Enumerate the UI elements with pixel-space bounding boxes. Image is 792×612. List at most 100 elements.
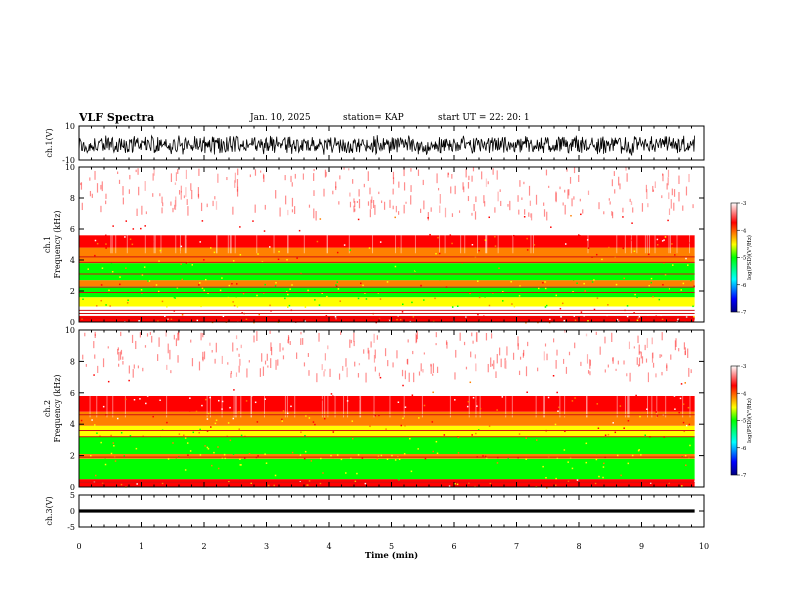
ch1-spectrogram-speckle: [519, 180, 521, 187]
ch1-spectrogram-colorbar-tick-label: -5: [741, 256, 747, 262]
ch1-spectrogram-speckle: [654, 181, 656, 189]
ch1-spectrogram-speckle: [105, 247, 107, 249]
ch1-spectrogram-speckle: [153, 284, 155, 286]
ch2-spectrogram-speckle: [303, 362, 306, 367]
ch1-spectrogram-speckle: [397, 247, 400, 249]
ch2-spectrogram-streak: [327, 331, 329, 418]
ch1-spectrogram-speckle: [260, 301, 262, 303]
ch2-spectrogram-speckle: [286, 412, 289, 415]
ch1-spectrogram-speckle: [406, 219, 409, 221]
ch1-spectrogram-speckle: [354, 208, 356, 212]
ch2-spectrogram-streak: [89, 331, 91, 418]
ch2-spectrogram-speckle: [398, 479, 400, 481]
ch1-spectrogram-speckle: [337, 288, 340, 290]
ch1-spectrogram-speckle: [544, 281, 546, 283]
ch2-spectrogram-speckle: [465, 366, 468, 370]
ch1-spectrogram-speckle: [392, 188, 394, 195]
ch1-spectrogram-speckle: [668, 192, 670, 200]
ch2-spectrogram-speckle: [94, 333, 96, 337]
ch2-spectrogram-speckle: [253, 335, 255, 343]
ch1-spectrogram-speckle: [623, 277, 625, 280]
ch1-spectrogram-speckle: [177, 168, 179, 174]
ch2-spectrogram-streak: [586, 331, 588, 418]
ch2-spectrogram-speckle: [463, 341, 466, 346]
ch2-spectrogram-speckle: [119, 439, 121, 441]
ch1-spectrogram-speckle: [564, 204, 566, 215]
ch2-spectrogram-speckle: [517, 457, 519, 459]
ch1-spectrogram-speckle: [444, 207, 447, 218]
ch1-spectrogram-speckle: [196, 319, 199, 322]
ch2-spectrogram-speckle: [351, 437, 354, 440]
ch2-spectrogram-speckle: [368, 350, 370, 360]
ch1-spectrogram-speckle: [152, 240, 154, 243]
ch2-spectrogram-speckle: [370, 419, 372, 422]
ch2-spectrogram-colorbar-tick-label: -7: [741, 473, 747, 479]
ch1-spectrogram-speckle: [196, 303, 199, 305]
ch1-spectrogram-speckle: [357, 297, 360, 300]
ch2-spectrogram-speckle: [312, 448, 314, 450]
ch2-spectrogram-streak: [389, 331, 391, 418]
ch2-spectrogram-speckle: [369, 425, 371, 428]
ch1-spectrogram-speckle: [434, 297, 436, 300]
ch1-spectrogram-speckle: [141, 205, 143, 215]
ch1-spectrogram-speckle: [269, 304, 271, 307]
ch2-spectrogram-speckle: [457, 436, 460, 439]
ch1-spectrogram-speckle: [180, 185, 182, 193]
ch2-spectrogram-speckle: [118, 363, 120, 367]
ch1-spectrogram-speckle: [609, 201, 611, 205]
ch2-spectrogram-speckle: [201, 404, 203, 407]
ch1-spectrogram-speckle: [451, 242, 453, 245]
ch1-spectrogram-speckle: [214, 271, 217, 273]
ch2-spectrogram-speckle: [417, 448, 419, 450]
ch2-spectrogram-speckle: [649, 482, 652, 484]
ch2-spectrogram-speckle: [379, 376, 382, 379]
ch2-spectrogram-streak: [586, 331, 588, 418]
ch1-spectrogram-speckle: [105, 234, 107, 237]
ch2-spectrogram-speckle: [264, 360, 267, 365]
ch1-spectrogram-speckle: [170, 201, 172, 206]
ch2-spectrogram-speckle: [623, 463, 625, 466]
ch1-spectrogram-speckle: [181, 278, 183, 281]
ch2-spectrogram-speckle: [307, 353, 309, 357]
ch1-spectrogram-ytick-label: 8: [70, 194, 75, 203]
ch2-spectrogram-speckle: [667, 407, 670, 410]
ch2-spectrogram-speckle: [476, 400, 478, 402]
ch1-spectrogram-speckle: [222, 315, 225, 317]
ch1-spectrogram-speckle: [272, 298, 275, 300]
ch1-spectrogram-speckle: [240, 219, 242, 221]
ch1-spectrogram-speckle: [181, 314, 184, 316]
ch1-spectrogram-speckle: [162, 307, 165, 310]
ch1-spectrogram-speckle: [349, 192, 351, 197]
ch1-spectrogram-speckle: [410, 168, 412, 172]
ch1-spectrogram-speckle: [125, 220, 128, 222]
ch2-spectrogram-speckle: [213, 451, 215, 454]
ch2-spectrogram-speckle: [96, 432, 98, 434]
ch1-spectrogram-speckle: [101, 267, 104, 269]
ch2-spectrogram-band: [79, 454, 695, 459]
ch1-spectrogram-speckle: [140, 301, 142, 304]
ch2-spectrogram-speckle: [626, 373, 628, 377]
ch1-spectrogram-speckle: [378, 191, 380, 195]
ch2-spectrogram-speckle: [120, 331, 122, 337]
ch2-spectrogram-speckle: [223, 431, 226, 433]
ch1-spectrogram-speckle: [207, 292, 209, 294]
ch1-spectrogram-speckle: [668, 208, 671, 215]
ch2-spectrogram-streak: [235, 331, 237, 418]
ch2-spectrogram-speckle: [116, 417, 119, 420]
ch2-spectrogram-speckle: [233, 389, 235, 391]
ch1-spectrogram-streak: [616, 168, 618, 254]
ch1-spectrogram-speckle: [638, 277, 640, 280]
ch2-spectrogram-speckle: [694, 480, 696, 483]
ch2-spectrogram-speckle: [638, 364, 640, 367]
ch1-spectrogram-speckle: [241, 312, 243, 314]
ch1-spectrogram-speckle: [609, 298, 612, 301]
ch2-spectrogram-speckle: [623, 427, 625, 429]
ch2-spectrogram-speckle: [501, 396, 504, 398]
ch2-spectrogram-speckle: [396, 350, 398, 359]
ch1-spectrogram-speckle: [237, 168, 239, 176]
ch1-spectrogram-speckle: [200, 305, 202, 308]
ch2-spectrogram-speckle: [586, 354, 589, 364]
ch1-spectrogram-speckle: [178, 251, 181, 253]
ch2-spectrogram-speckle: [287, 339, 289, 344]
ch2-spectrogram-speckle: [214, 422, 217, 425]
